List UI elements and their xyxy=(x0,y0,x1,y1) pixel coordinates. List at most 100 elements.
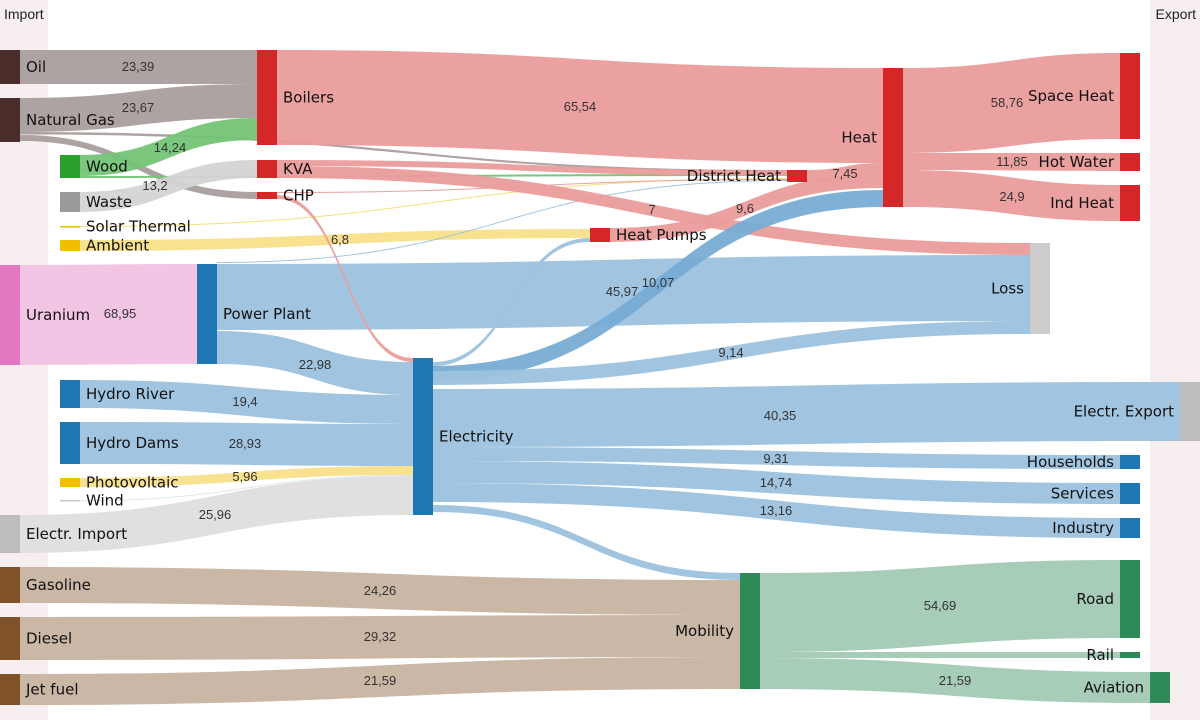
node-wind[interactable] xyxy=(60,500,80,502)
link-value-label: 23,67 xyxy=(122,100,155,115)
node-mobility[interactable] xyxy=(740,573,760,689)
link-heat-to-space-heat[interactable] xyxy=(903,53,1120,153)
node-ind-heat[interactable] xyxy=(1120,185,1140,221)
link-jet-fuel-to-mobility[interactable] xyxy=(20,657,740,705)
node-label-natural-gas: Natural Gas xyxy=(26,111,115,129)
link-electr-import-to-electricity[interactable] xyxy=(20,476,413,553)
node-label-services: Services xyxy=(1051,485,1114,503)
node-district-heat[interactable] xyxy=(787,170,807,182)
link-ambient-to-heat-pumps[interactable] xyxy=(80,229,590,251)
node-label-uranium: Uranium xyxy=(26,306,90,324)
node-road[interactable] xyxy=(1120,560,1140,638)
link-diesel-to-mobility[interactable] xyxy=(20,615,740,660)
link-natural-gas-to-boilers[interactable] xyxy=(20,84,257,132)
link-photovoltaic-to-electricity[interactable] xyxy=(80,466,413,487)
link-waste-to-kva[interactable] xyxy=(80,160,257,212)
export-column-title: Export xyxy=(1155,6,1196,22)
node-label-solar-thermal: Solar Thermal xyxy=(86,218,191,236)
node-natural-gas[interactable] xyxy=(0,98,20,142)
node-electricity[interactable] xyxy=(413,358,433,515)
link-district-heat-to-heat[interactable] xyxy=(807,163,883,182)
node-wood[interactable] xyxy=(60,155,80,178)
node-label-loss: Loss xyxy=(991,280,1024,298)
node-label-rail: Rail xyxy=(1086,646,1114,664)
node-label-households: Households xyxy=(1027,453,1114,471)
node-chp[interactable] xyxy=(257,192,277,199)
node-label-ind-heat: Ind Heat xyxy=(1050,194,1114,212)
link-solar-thermal-to-district-heat[interactable] xyxy=(80,178,787,227)
link-power-plant-to-loss[interactable] xyxy=(217,255,1030,330)
node-label-ambient: Ambient xyxy=(86,237,149,255)
link-value-label: 28,93 xyxy=(229,436,262,451)
link-mobility-to-aviation[interactable] xyxy=(760,658,1150,703)
node-label-electr-export: Electr. Export xyxy=(1074,403,1175,421)
link-value-label: 23,39 xyxy=(122,59,155,74)
link-oil-to-boilers[interactable] xyxy=(20,50,257,84)
node-solar-thermal[interactable] xyxy=(60,226,80,228)
link-electricity-to-industry[interactable] xyxy=(433,483,1120,538)
link-electricity-to-heat-pumps[interactable] xyxy=(433,238,590,366)
node-hydro-river[interactable] xyxy=(60,380,80,408)
link-electricity-to-loss[interactable] xyxy=(433,321,1030,385)
link-value-label: 40,35 xyxy=(764,408,797,423)
link-hydro-dams-to-electricity[interactable] xyxy=(80,422,413,466)
link-heat-to-ind-heat[interactable] xyxy=(903,170,1120,221)
link-electricity-to-households[interactable] xyxy=(433,447,1120,469)
node-oil[interactable] xyxy=(0,50,20,84)
link-value-label: 45,97 xyxy=(606,284,639,299)
node-power-plant[interactable] xyxy=(197,264,217,364)
link-natural-gas-to-district-heat[interactable] xyxy=(20,132,787,172)
link-electricity-to-heat[interactable] xyxy=(433,190,883,381)
node-heat-pumps[interactable] xyxy=(590,228,610,242)
node-gasoline[interactable] xyxy=(0,567,20,603)
node-hot-water[interactable] xyxy=(1120,153,1140,171)
link-value-label: 24,26 xyxy=(364,583,397,598)
link-kva-to-district-heat[interactable] xyxy=(277,160,787,176)
node-rail[interactable] xyxy=(1120,652,1140,658)
link-electricity-to-mobility[interactable] xyxy=(433,505,740,580)
node-waste[interactable] xyxy=(60,192,80,212)
node-label-jet-fuel: Jet fuel xyxy=(25,681,79,699)
link-electricity-to-electr-export[interactable] xyxy=(433,382,1180,447)
node-hydro-dams[interactable] xyxy=(60,422,80,464)
link-mobility-to-rail[interactable] xyxy=(760,652,1120,658)
link-value-label: 11,85 xyxy=(996,154,1028,169)
node-loss[interactable] xyxy=(1030,243,1050,334)
link-heat-to-hot-water[interactable] xyxy=(903,153,1120,171)
node-kva[interactable] xyxy=(257,160,277,178)
node-households[interactable] xyxy=(1120,455,1140,469)
link-chp-to-electricity[interactable] xyxy=(277,195,413,362)
node-heat[interactable] xyxy=(883,68,903,207)
link-mobility-to-road[interactable] xyxy=(760,560,1120,652)
node-space-heat[interactable] xyxy=(1120,53,1140,139)
link-gasoline-to-mobility[interactable] xyxy=(20,567,740,615)
node-electr-import[interactable] xyxy=(0,515,20,553)
link-value-label: 10,07 xyxy=(642,275,675,290)
link-power-plant-to-electricity[interactable] xyxy=(217,331,413,395)
link-hydro-river-to-electricity[interactable] xyxy=(80,380,413,424)
node-diesel[interactable] xyxy=(0,617,20,660)
link-heat-pumps-to-heat[interactable] xyxy=(610,174,883,242)
link-kva-to-loss[interactable] xyxy=(277,166,1030,255)
node-jet-fuel[interactable] xyxy=(0,674,20,705)
node-industry[interactable] xyxy=(1120,518,1140,538)
link-value-label: 65,54 xyxy=(564,99,597,114)
import-column-title: Import xyxy=(4,6,44,22)
node-ambient[interactable] xyxy=(60,240,80,251)
node-electr-export[interactable] xyxy=(1180,382,1200,441)
node-label-photovoltaic: Photovoltaic xyxy=(86,474,179,492)
link-wind-to-electricity[interactable] xyxy=(80,475,413,501)
node-label-diesel: Diesel xyxy=(26,630,72,648)
link-power-plant-to-district-heat[interactable] xyxy=(217,180,787,263)
link-value-label: 7 xyxy=(648,202,655,217)
link-boilers-to-heat[interactable] xyxy=(277,50,883,163)
node-aviation[interactable] xyxy=(1150,672,1170,703)
node-boilers[interactable] xyxy=(257,50,277,145)
link-wood-to-boilers[interactable] xyxy=(80,118,257,176)
link-electricity-to-services[interactable] xyxy=(433,461,1120,504)
node-photovoltaic[interactable] xyxy=(60,478,80,487)
link-uranium-to-power-plant[interactable] xyxy=(20,264,197,365)
node-uranium[interactable] xyxy=(0,265,20,365)
node-services[interactable] xyxy=(1120,483,1140,504)
